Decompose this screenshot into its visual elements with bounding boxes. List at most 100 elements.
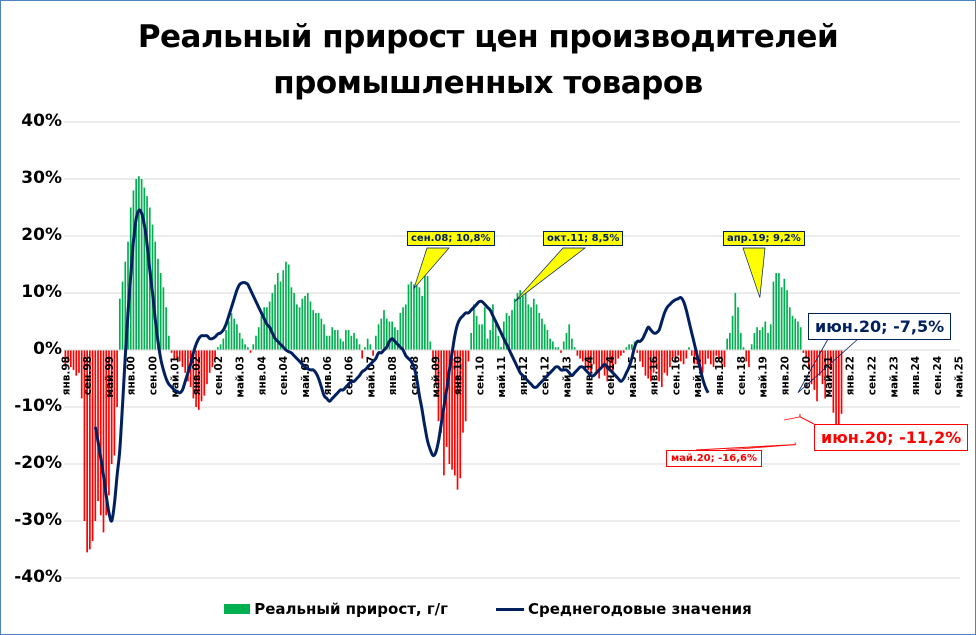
bar (89, 350, 91, 550)
x-tick-label: май.21 (823, 356, 835, 398)
bar (483, 307, 486, 350)
bar (105, 350, 108, 516)
bar (432, 350, 434, 362)
bar (840, 350, 843, 414)
bar (146, 196, 148, 350)
bar (113, 350, 116, 456)
x-tick-label: сен.16 (670, 356, 682, 395)
bar (475, 315, 478, 350)
bar (187, 350, 189, 382)
bar (345, 330, 347, 350)
bar (829, 350, 832, 370)
bar (704, 350, 707, 365)
bar (244, 344, 246, 350)
bar (576, 350, 579, 356)
bar (143, 187, 146, 350)
bar (415, 281, 418, 350)
bar (554, 347, 557, 350)
legend-line-label: Среднегодовые значения (527, 600, 752, 618)
bar (374, 335, 377, 350)
x-tick-label: янв.00 (126, 356, 138, 395)
bar (459, 350, 462, 479)
x-tick-label: янв.06 (322, 356, 334, 395)
bar (78, 350, 80, 373)
bar (530, 307, 532, 350)
bar (508, 315, 511, 350)
bar (636, 350, 639, 353)
bar (813, 350, 816, 390)
bar (121, 281, 124, 350)
x-tick-label: сен.24 (932, 356, 944, 395)
bar (413, 284, 415, 350)
bar (745, 350, 748, 362)
bar (173, 350, 176, 359)
bar (756, 327, 758, 350)
bar (426, 275, 429, 350)
bar (266, 307, 268, 350)
bar (178, 350, 181, 362)
bar (135, 179, 138, 350)
bar (263, 307, 266, 350)
bar (775, 273, 778, 350)
bar (140, 179, 143, 350)
bar (797, 321, 799, 350)
bar (611, 350, 614, 373)
bar (791, 315, 794, 350)
bar (467, 350, 470, 362)
bar (238, 332, 241, 350)
bar (402, 307, 404, 350)
bar (304, 295, 306, 350)
x-tick-label: янв.18 (714, 356, 726, 395)
bar (758, 330, 761, 350)
y-tick-label: 10% (21, 282, 62, 302)
y-tick-label: 0% (33, 339, 62, 359)
bar (421, 295, 423, 350)
bar (699, 350, 701, 370)
callout-pointer (799, 413, 815, 425)
legend-item-line: Среднегодовые значения (495, 600, 752, 618)
bar (364, 347, 366, 350)
bar (489, 330, 492, 350)
x-tick-label: янв.24 (910, 356, 922, 395)
bar (233, 318, 236, 350)
bar (208, 350, 211, 373)
x-tick-label: сен.18 (736, 356, 748, 395)
bar (622, 350, 625, 353)
bar (660, 350, 663, 388)
x-tick-label: май.99 (104, 356, 116, 398)
x-tick-label: сен.02 (213, 356, 225, 395)
bar (347, 330, 350, 350)
bar (590, 350, 592, 373)
bar (252, 344, 255, 350)
bar (132, 190, 135, 350)
bar (723, 350, 726, 368)
bar (718, 350, 720, 362)
callout-pointer (413, 247, 450, 289)
bar (192, 350, 195, 399)
bar (377, 324, 380, 350)
bar (453, 350, 456, 476)
x-tick-label: сен.10 (474, 356, 486, 395)
bar (217, 347, 219, 350)
bar (154, 241, 157, 350)
bar (72, 350, 75, 370)
bar (339, 338, 342, 350)
bar (753, 332, 756, 350)
bar (227, 321, 230, 350)
bar (91, 350, 94, 541)
bar (641, 350, 644, 368)
bar (568, 324, 571, 350)
bar (647, 350, 650, 379)
bar (361, 350, 364, 359)
bar (290, 287, 293, 350)
bar (680, 350, 682, 362)
bar (658, 350, 660, 382)
bar (598, 350, 600, 379)
bar (383, 310, 385, 350)
bar (350, 335, 353, 350)
y-tick-label: 30% (21, 168, 62, 188)
bar (750, 344, 753, 350)
x-tick-label: май.25 (954, 356, 966, 398)
y-tick-label: -10% (14, 396, 62, 416)
x-tick-label: май.13 (562, 356, 574, 398)
